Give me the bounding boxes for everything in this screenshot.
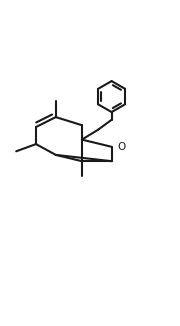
Text: O: O (117, 142, 125, 152)
